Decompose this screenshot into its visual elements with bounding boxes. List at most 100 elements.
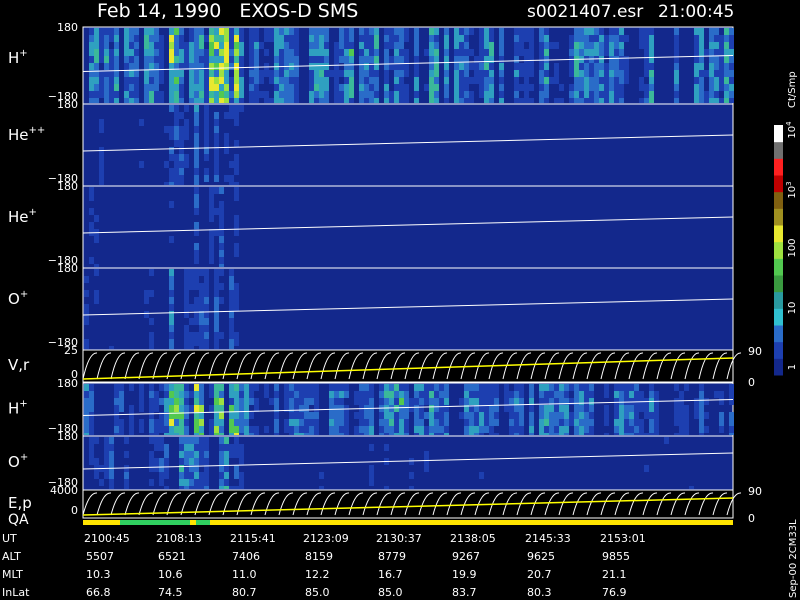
spectrogram-cell [124,70,129,77]
spectrogram-cell [309,391,314,398]
spectrogram-cell [274,433,279,435]
spectrogram-cell [394,398,399,405]
spectrogram-cell [269,398,274,405]
spectrogram-cell [569,419,574,426]
row-label: InLat [2,586,30,599]
spectrogram-cell [324,49,329,56]
right-tick-label: 0 [748,512,755,525]
spectrogram-cell [149,28,154,35]
spectrogram-cell [629,405,634,412]
spectrogram-cell [644,412,649,419]
spectrogram-cell [329,433,334,435]
spectrogram-cell [274,391,279,398]
spectrogram-cell [94,264,99,267]
time: 21:00:45 [658,2,734,22]
spectrogram-cell [194,257,199,264]
spectrogram-cell [129,63,134,70]
spectrogram-cell [114,91,119,98]
spectrogram-cell [599,28,604,35]
spectrogram-cell [404,391,409,398]
spectrogram-cell [379,426,384,433]
spectrogram-cell [89,70,94,77]
spectrogram-cell [349,91,354,98]
spectrogram-cell [579,433,584,435]
spectrogram-cell [139,119,144,126]
spectrogram-cell [204,465,209,472]
spectrogram-cell [299,405,304,412]
spectrogram-cell [549,433,554,435]
spectrogram-cell [129,91,134,98]
colorbar-tick-sup: 4 [785,121,793,126]
spectrogram-cell [524,63,529,70]
spectrogram-cell [544,391,549,398]
spectrogram-cell [224,451,229,458]
spectrogram-cell [719,56,724,63]
spectrogram-cell [434,98,439,103]
spectrogram-cell [484,391,489,398]
spectrogram-cell [599,77,604,84]
panel-label: He+ [8,207,37,226]
spectrogram-cell [234,419,239,426]
spectrogram-cell [619,384,624,391]
spectrogram-cell [394,426,399,433]
spectrogram-cell [404,84,409,91]
spectrogram-cell [154,391,159,398]
spectrogram-cell [444,70,449,77]
trace-line [82,357,734,380]
spectrogram-cell [194,458,199,465]
spectrogram-cell [164,391,169,398]
spectrogram-cell [184,412,189,419]
spectrogram-cell [194,384,199,391]
spectrogram-cell [234,437,239,444]
spectrogram-cell [364,384,369,391]
spectrogram-cell [169,433,174,435]
panel-label-text: He [8,126,29,144]
spectrogram-cell [129,412,134,419]
spectrogram-cell [729,433,734,435]
spectrogram-cell [229,290,234,297]
spectrogram-cell [454,35,459,42]
spectrogram-cell [324,84,329,91]
spectrogram-cell [214,77,219,84]
spectrogram-cell [584,42,589,49]
spectrogram-cell [489,98,494,103]
spectrogram-cell [499,49,504,56]
spectrogram-cell [344,84,349,91]
spectrogram-cell [189,276,194,283]
spectrogram-cell [624,412,629,419]
spectrogram-cell [169,419,174,426]
spectrogram-cell [549,42,554,49]
spectrogram-cell [409,472,414,479]
spectrogram-cell [149,419,154,426]
spectrogram-cell [219,398,224,405]
spectrogram-cell [204,339,209,346]
spectrogram-cell [469,49,474,56]
spectrogram-cell [499,42,504,49]
spectrogram-cell [204,63,209,70]
spectrogram-cell [224,147,229,154]
spectrogram-cell [229,412,234,419]
spectrogram-cell [579,391,584,398]
spectrogram-cell [479,391,484,398]
spectrogram-cell [414,433,419,435]
spectrogram-cell [394,98,399,103]
spectrogram-cell [519,405,524,412]
spectrogram-cell [514,91,519,98]
spectrogram-cell [484,70,489,77]
spectrogram-cell [284,84,289,91]
spectrogram-cell [209,250,214,257]
colorbar-tick-base: 10 [787,186,798,199]
spectrogram-cell [294,70,299,77]
spectrogram-cell [599,56,604,63]
spectrogram-cell [419,405,424,412]
spectrogram-cell [399,84,404,91]
spectrogram-cell [359,42,364,49]
spectrogram-cell [324,98,329,103]
spectrogram-cell [179,419,184,426]
spectrogram-cell [544,28,549,35]
spectrogram-cell [459,412,464,419]
spectrogram-cell [479,35,484,42]
spectrogram-cell [589,384,594,391]
spectrogram-cell [184,451,189,458]
spectrogram-cell [424,412,429,419]
